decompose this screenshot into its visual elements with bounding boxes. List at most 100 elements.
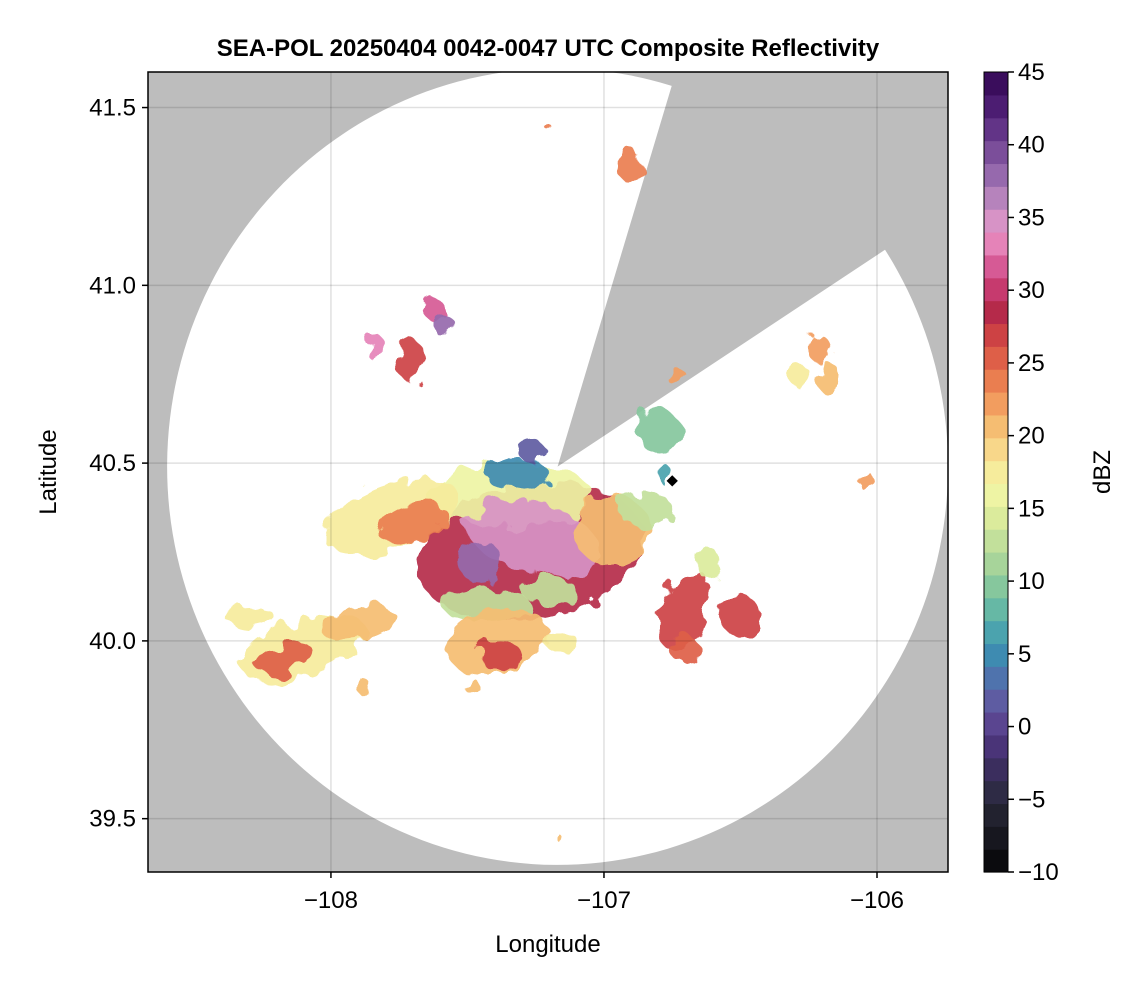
colorbar-swatch	[984, 414, 1008, 439]
colorbar-swatch	[984, 277, 1008, 302]
grid-lines	[148, 72, 948, 872]
colorbar-swatch	[984, 620, 1008, 645]
colorbar-swatch	[984, 186, 1008, 210]
echo-cell	[786, 363, 809, 385]
plot-area	[148, 72, 948, 872]
colorbar-tick-label: 10	[1018, 568, 1045, 595]
chart-title: SEA-POL 20250404 0042-0047 UTC Composite…	[217, 35, 880, 62]
colorbar-tick-label: 0	[1018, 714, 1031, 741]
y-tick-label: 41.0	[89, 272, 136, 299]
colorbar-swatch	[984, 163, 1008, 187]
colorbar-swatch	[984, 849, 1008, 873]
colorbar-swatch	[984, 552, 1008, 576]
colorbar-tick-label: 45	[1018, 59, 1045, 86]
echo-cell	[543, 630, 577, 652]
y-tick-label: 40.5	[89, 450, 136, 477]
colorbar-tick-label: 25	[1018, 350, 1045, 377]
echo-cell	[669, 633, 697, 663]
echo-cell	[396, 338, 424, 382]
colorbar-swatch	[984, 369, 1008, 393]
station-marker	[666, 475, 678, 487]
echo-cell	[814, 363, 842, 392]
echo-cell	[617, 146, 640, 183]
y-axis-ticks: 39.5 40.0 40.5 41.0 41.5	[89, 95, 148, 833]
colorbar-tick-label: 40	[1018, 132, 1045, 159]
y-tick-label: 39.5	[89, 806, 136, 833]
colorbar-swatch	[984, 574, 1008, 599]
colorbar-swatch	[984, 72, 1008, 96]
echo-cell	[483, 459, 550, 488]
colorbar-tick-label: −5	[1018, 786, 1045, 813]
colorbar-swatch	[984, 232, 1008, 256]
colorbar-swatch	[984, 346, 1008, 370]
colorbar-swatch	[984, 734, 1008, 759]
colorbar-swatch	[984, 529, 1008, 553]
echo-cell	[320, 604, 397, 642]
colorbar-swatch	[984, 254, 1008, 279]
colorbar-label: dBZ	[1089, 450, 1116, 494]
echo-cell	[636, 409, 681, 453]
echo-cell	[617, 491, 673, 528]
echo-cell	[694, 548, 722, 577]
y-tick-label: 40.0	[89, 628, 136, 655]
echo-cell	[459, 541, 503, 585]
radar-coverage-area	[167, 72, 948, 865]
echo-cell	[657, 568, 709, 650]
echo-cell	[519, 441, 547, 464]
colorbar-tick-label: 5	[1018, 641, 1031, 668]
echo-cell	[543, 121, 550, 129]
colorbar-swatch	[984, 94, 1008, 119]
echo-cell	[666, 370, 689, 385]
echo-cell	[355, 680, 372, 695]
colorbar-swatch	[984, 643, 1008, 667]
x-tick-label: −108	[304, 887, 358, 914]
colorbar-swatch	[984, 437, 1008, 462]
colorbar-tick-label: 20	[1018, 423, 1045, 450]
echo-cell	[554, 832, 561, 840]
colorbar-swatch	[984, 117, 1008, 142]
plot-frame	[147, 71, 949, 873]
echo-cell	[522, 576, 577, 606]
echo-cell	[446, 607, 549, 675]
x-axis-label: Longitude	[495, 931, 600, 958]
colorbar-frame	[983, 71, 1009, 873]
colorbar-swatch	[984, 757, 1008, 782]
echo-cell	[860, 470, 872, 492]
colorbar-swatch	[984, 666, 1008, 690]
echo-cell	[721, 594, 760, 638]
echo-cell	[369, 335, 386, 364]
x-tick-label: −106	[850, 887, 904, 914]
y-axis-label: Latitude	[35, 429, 62, 514]
colorbar-swatch	[984, 300, 1008, 325]
colorbar-swatch	[984, 803, 1008, 827]
echo-cell	[431, 313, 454, 336]
colorbar-swatch	[984, 712, 1008, 736]
colorbar-tick-label: 30	[1018, 277, 1045, 304]
colorbar-swatch	[984, 392, 1008, 416]
echo-cell	[478, 640, 523, 670]
echo-cell	[658, 463, 670, 485]
echo-layer	[224, 121, 872, 840]
y-tick-label: 41.5	[89, 95, 136, 122]
colorbar-swatch	[984, 140, 1008, 165]
colorbar-swatch	[984, 506, 1008, 530]
colorbar-swatch	[984, 826, 1008, 850]
colorbar-swatch	[984, 209, 1008, 233]
x-tick-label: −107	[577, 887, 631, 914]
colorbar-tick-label: −10	[1018, 859, 1059, 886]
echo-cell	[808, 335, 831, 364]
colorbar-swatch	[984, 780, 1008, 805]
x-axis-ticks: −108 −107 −106	[304, 872, 904, 914]
colorbar-tick-label: 15	[1018, 495, 1045, 522]
colorbar-swatch	[984, 460, 1008, 485]
colorbar-swatch	[984, 323, 1008, 347]
echo-cell	[255, 642, 314, 675]
colorbar-swatch	[984, 689, 1008, 713]
echo-cell	[464, 680, 482, 695]
colorbar-swatch	[984, 483, 1008, 507]
colorbar: −10 −5 0 5 10 15 20 25 30 35 40 45	[983, 59, 1059, 886]
colorbar-swatch	[984, 597, 1008, 622]
echo-cell	[378, 502, 447, 545]
echo-cell	[224, 605, 274, 627]
